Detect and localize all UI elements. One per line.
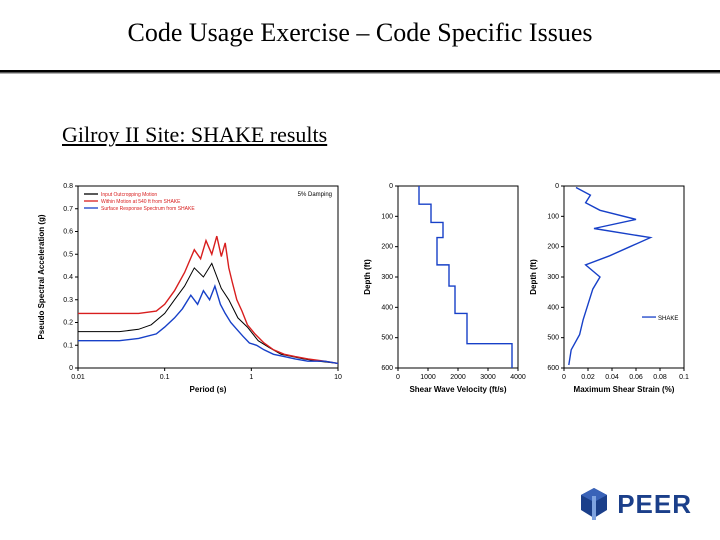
svg-text:0.04: 0.04 bbox=[605, 374, 619, 381]
svg-text:0.02: 0.02 bbox=[581, 374, 595, 381]
svg-text:3000: 3000 bbox=[480, 374, 496, 381]
svg-text:0: 0 bbox=[396, 374, 400, 381]
svg-text:Maximum Shear Strain (%): Maximum Shear Strain (%) bbox=[574, 385, 675, 394]
svg-text:0.1: 0.1 bbox=[160, 374, 170, 381]
svg-text:0.3: 0.3 bbox=[63, 297, 73, 304]
peer-logo-text: PEER bbox=[617, 489, 692, 520]
svg-text:4000: 4000 bbox=[510, 374, 526, 381]
svg-text:Period (s): Period (s) bbox=[190, 385, 227, 394]
svg-text:0.06: 0.06 bbox=[629, 374, 643, 381]
slide-subtitle: Gilroy II Site: SHAKE results bbox=[62, 122, 327, 148]
svg-text:0.6: 0.6 bbox=[63, 229, 73, 236]
svg-text:0.5: 0.5 bbox=[63, 251, 73, 258]
svg-text:300: 300 bbox=[547, 274, 559, 281]
svg-text:400: 400 bbox=[547, 304, 559, 311]
svg-text:Surface Response Spectrum from: Surface Response Spectrum from SHAKE bbox=[101, 206, 195, 212]
svg-text:SHAKE: SHAKE bbox=[658, 316, 678, 322]
svg-text:1000: 1000 bbox=[420, 374, 436, 381]
svg-text:0.08: 0.08 bbox=[653, 374, 667, 381]
svg-text:0.2: 0.2 bbox=[63, 320, 73, 327]
slide-title: Code Usage Exercise – Code Specific Issu… bbox=[0, 18, 720, 48]
svg-text:500: 500 bbox=[547, 335, 559, 342]
svg-text:2000: 2000 bbox=[450, 374, 466, 381]
svg-text:200: 200 bbox=[381, 244, 393, 251]
slide: Code Usage Exercise – Code Specific Issu… bbox=[0, 0, 720, 540]
svg-text:Input Outcropping Motion: Input Outcropping Motion bbox=[101, 192, 157, 198]
svg-text:0.1: 0.1 bbox=[63, 342, 73, 349]
svg-text:Within Motion at 540 ft from S: Within Motion at 540 ft from SHAKE bbox=[101, 199, 181, 205]
svg-text:Shear Wave Velocity (ft/s): Shear Wave Velocity (ft/s) bbox=[409, 385, 506, 394]
svg-text:100: 100 bbox=[381, 213, 393, 220]
charts-row: 0 0.1 0.2 0.3 0.4 0.5 0.6 0.7 0.8 0.01 0.1 1 10 Perio… bbox=[30, 178, 690, 408]
svg-text:Depth (ft): Depth (ft) bbox=[363, 259, 372, 295]
svg-text:10: 10 bbox=[334, 374, 342, 381]
svg-text:0: 0 bbox=[389, 183, 393, 190]
svg-text:500: 500 bbox=[381, 335, 393, 342]
svg-text:0.1: 0.1 bbox=[679, 374, 689, 381]
svg-text:1: 1 bbox=[249, 374, 253, 381]
svg-text:0: 0 bbox=[555, 183, 559, 190]
peer-logo: PEER bbox=[577, 486, 692, 522]
svg-text:0.4: 0.4 bbox=[63, 274, 73, 281]
peer-logo-icon bbox=[577, 486, 611, 522]
svg-text:0.01: 0.01 bbox=[71, 374, 85, 381]
svg-text:100: 100 bbox=[547, 213, 559, 220]
svg-text:0: 0 bbox=[69, 365, 73, 372]
svg-text:600: 600 bbox=[547, 365, 559, 372]
svg-text:200: 200 bbox=[547, 244, 559, 251]
svg-text:400: 400 bbox=[381, 304, 393, 311]
svg-text:600: 600 bbox=[381, 365, 393, 372]
svg-text:0.7: 0.7 bbox=[63, 206, 73, 213]
divider bbox=[0, 70, 720, 74]
svg-text:Pseudo Spectral Acceleration (: Pseudo Spectral Acceleration (g) bbox=[37, 214, 46, 339]
charts-svg: 0 0.1 0.2 0.3 0.4 0.5 0.6 0.7 0.8 0.01 0.1 1 10 Perio… bbox=[30, 178, 690, 408]
svg-text:5% Damping: 5% Damping bbox=[298, 192, 332, 198]
svg-text:Depth (ft): Depth (ft) bbox=[529, 259, 538, 295]
svg-text:300: 300 bbox=[381, 274, 393, 281]
svg-text:0.8: 0.8 bbox=[63, 183, 73, 190]
svg-text:0: 0 bbox=[562, 374, 566, 381]
